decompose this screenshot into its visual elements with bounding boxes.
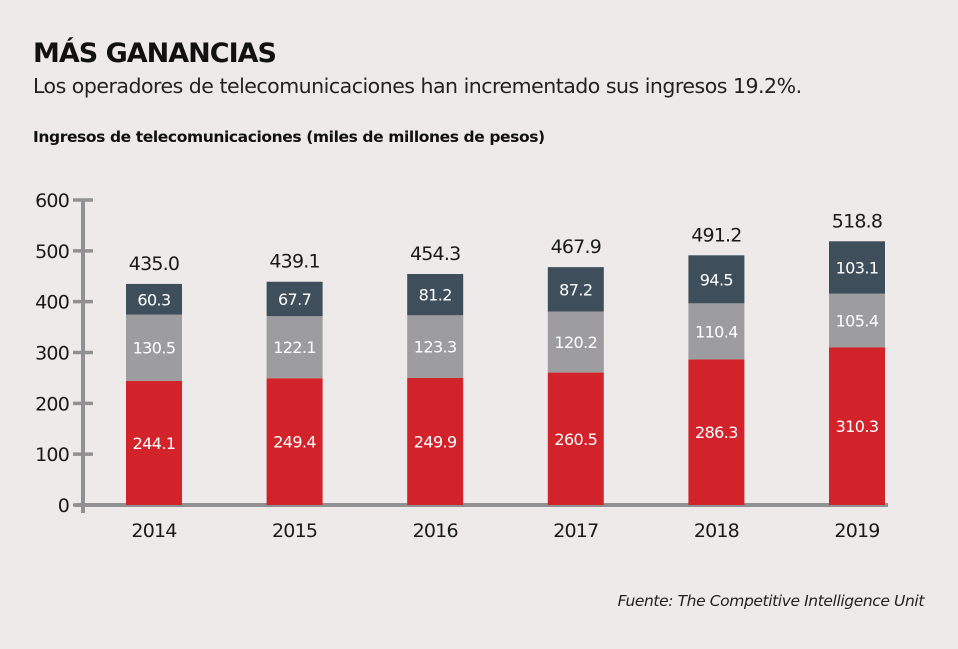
x-tick-label: 2019 (834, 520, 879, 542)
source-note: Fuente: The Competitive Intelligence Uni… (617, 592, 925, 610)
bar-segment (547, 311, 604, 373)
x-tick-label: 2017 (553, 520, 598, 542)
bar-segment (547, 372, 604, 505)
total-data-label: 435.0 (129, 253, 179, 275)
bar-segment (688, 303, 745, 360)
segment-data-label: 120.2 (554, 333, 597, 352)
x-tick-label: 2015 (272, 520, 317, 542)
bar-segment (829, 347, 885, 505)
bar-segment (266, 378, 323, 505)
chart-subtitle: Los operadores de telecomunicaciones han… (33, 74, 802, 98)
segment-data-label: 122.1 (273, 338, 316, 357)
x-tick-label: 2016 (413, 520, 458, 542)
total-data-label: 454.3 (410, 243, 460, 265)
segment-data-label: 67.7 (278, 290, 311, 309)
segment-data-label: 249.9 (414, 432, 457, 451)
total-data-label: 439.1 (269, 251, 319, 273)
bar-segment (829, 293, 885, 348)
bar-segment (266, 316, 323, 379)
segment-data-label: 249.4 (273, 433, 316, 452)
y-tick-label: 600 (35, 190, 69, 212)
segment-data-label: 244.1 (133, 434, 176, 453)
segment-data-label: 87.2 (559, 280, 592, 299)
bar-segment (126, 314, 182, 381)
bar-segment (126, 380, 182, 505)
bar-segment (407, 377, 464, 505)
bar-segment (407, 315, 464, 378)
bar-segment (266, 281, 323, 317)
axes: 0 100 200 300 400 500 600 2014 2015 2016 2017 2018 2… (35, 190, 888, 542)
total-data-label: 491.2 (691, 224, 741, 246)
bar-segment (407, 274, 464, 316)
segment-data-label: 260.5 (554, 430, 597, 449)
labels: 244.1 130.5 60.3 435.0 249.4 122.1 67.7 439.1 24… (129, 210, 883, 453)
chart-title: MÁS GANANCIAS (33, 38, 277, 69)
chart-heading: Ingresos de telecomunicaciones (miles de… (33, 128, 545, 146)
y-tick-label: 500 (35, 241, 69, 263)
bar-segment (688, 359, 745, 505)
y-tick-label: 200 (35, 393, 69, 415)
y-tick-label: 300 (35, 343, 69, 365)
segment-data-label: 286.3 (695, 423, 738, 442)
segment-data-label: 105.4 (836, 311, 879, 330)
total-data-label: 518.8 (832, 210, 882, 232)
bars (126, 241, 885, 505)
bar-segment (547, 267, 604, 312)
segment-data-label: 94.5 (700, 270, 733, 289)
segment-data-label: 130.5 (133, 339, 176, 358)
x-tick-label: 2014 (131, 520, 177, 542)
segment-data-label: 60.3 (137, 290, 170, 309)
total-data-label: 467.9 (551, 236, 601, 258)
bar-segment (688, 255, 745, 304)
segment-data-label: 81.2 (419, 286, 452, 305)
y-tick-label: 400 (35, 292, 69, 314)
segment-data-label: 103.1 (836, 258, 879, 277)
y-tick-label: 100 (35, 444, 69, 466)
y-tick-label: 0 (58, 495, 69, 517)
segment-data-label: 123.3 (414, 338, 457, 357)
segment-data-label: 310.3 (836, 417, 879, 436)
bar-segment (829, 241, 885, 294)
segment-data-label: 110.4 (695, 322, 738, 341)
bar-segment (126, 283, 182, 315)
x-tick-label: 2018 (694, 520, 739, 542)
